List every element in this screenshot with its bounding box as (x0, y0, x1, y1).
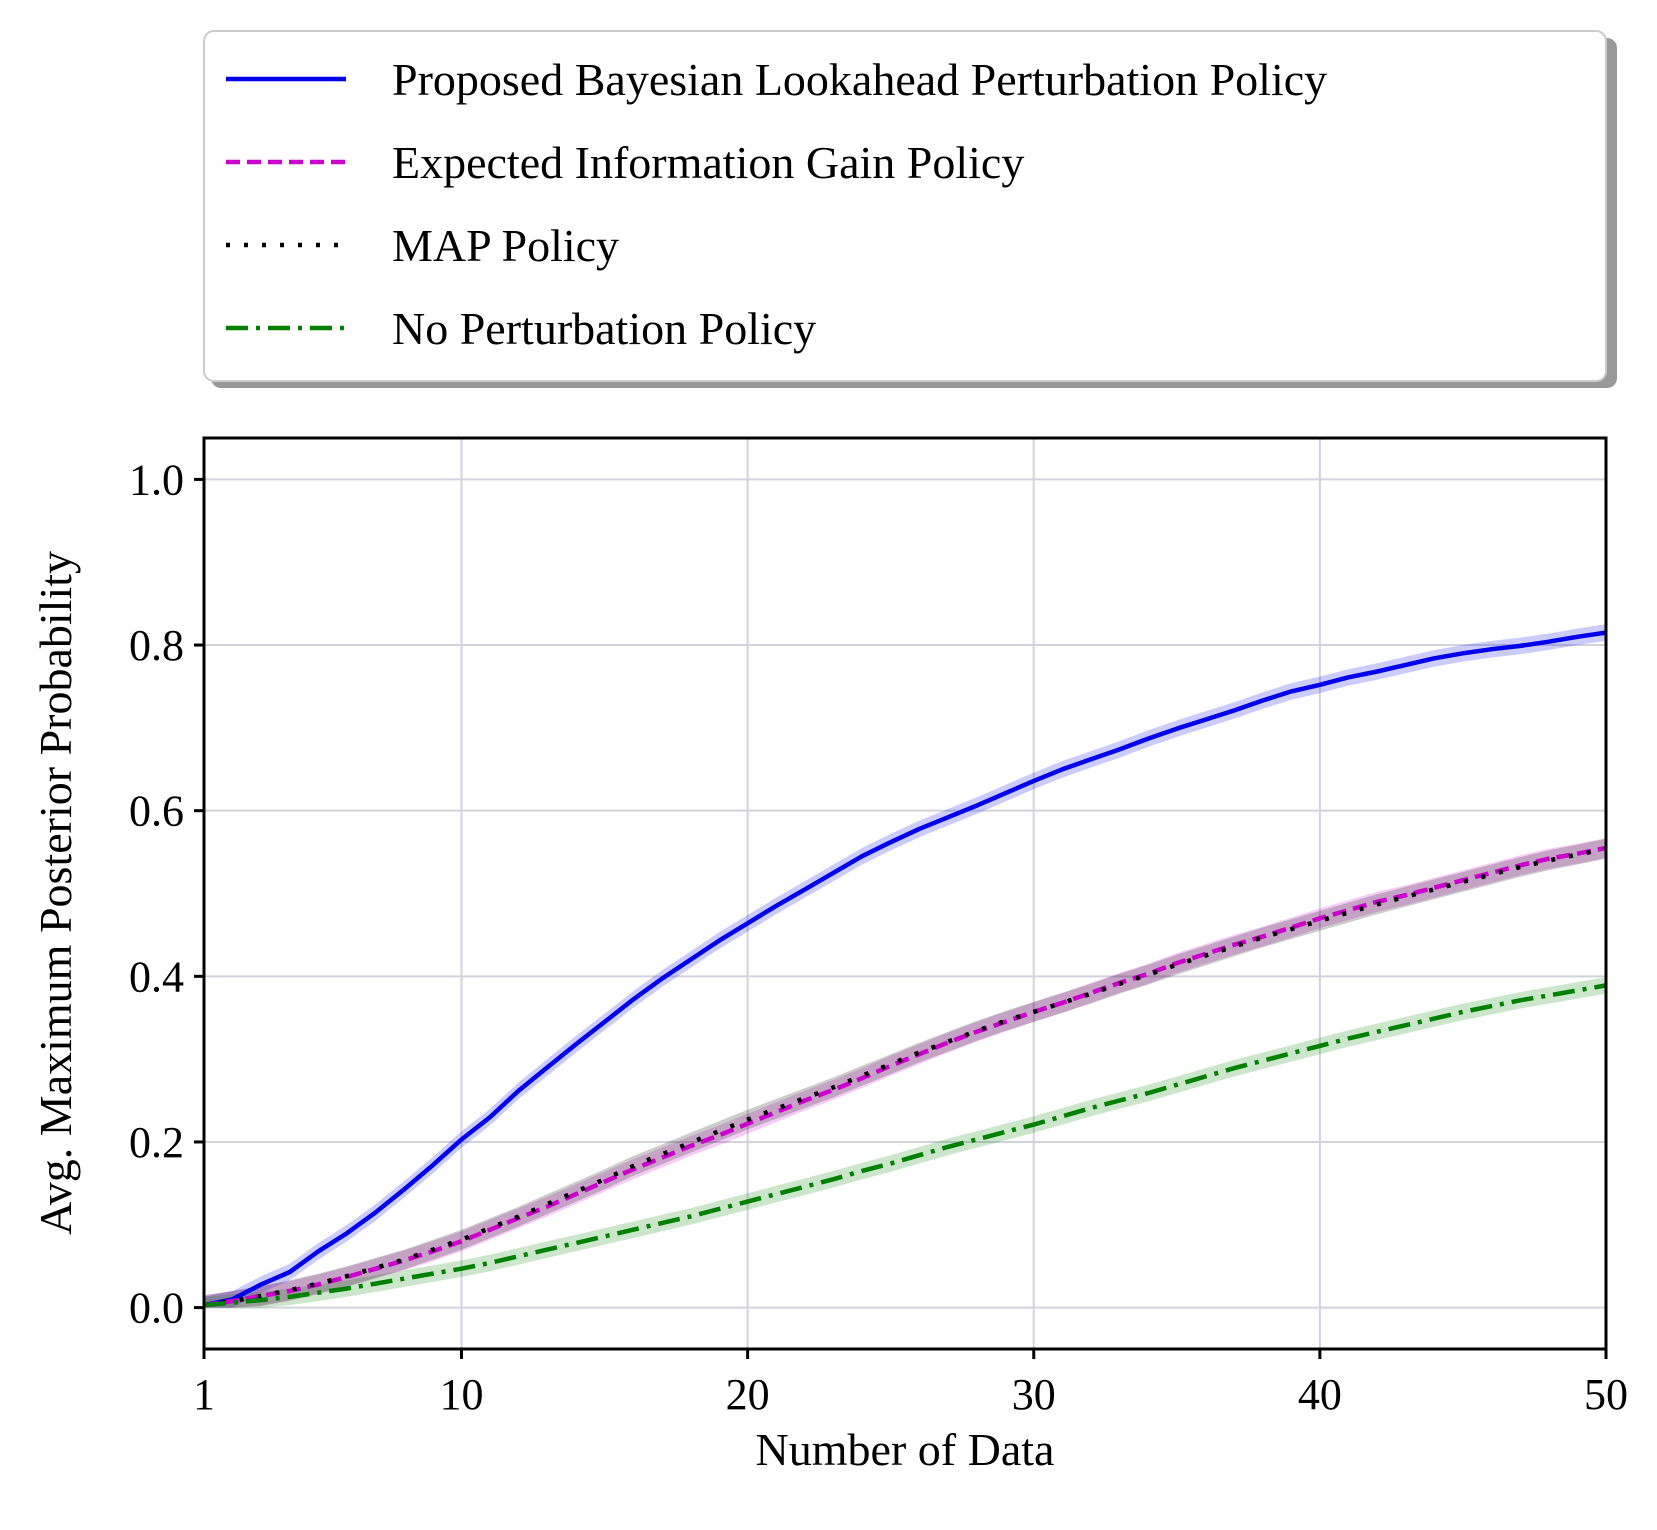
x-tick-label: 40 (1298, 1370, 1342, 1419)
x-tick-label: 20 (726, 1370, 770, 1419)
grid (204, 438, 1606, 1349)
line-series-1 (203, 845, 1607, 1308)
x-tick-label: 50 (1584, 1370, 1628, 1419)
series-lines (203, 630, 1607, 1308)
legend-label-1: Expected Information Gain Policy (392, 137, 1024, 188)
y-tick-label: 0.2 (129, 1118, 184, 1167)
band-series-0 (204, 624, 1606, 1308)
x-tick-label: 30 (1012, 1370, 1056, 1419)
line-series-2 (203, 846, 1607, 1308)
y-tick-label: 0.4 (129, 952, 184, 1001)
line-series-3 (203, 983, 1607, 1308)
band-series-1 (204, 838, 1606, 1308)
legend-label-2: MAP Policy (392, 220, 619, 271)
x-axis-title: Number of Data (756, 1424, 1055, 1475)
legend-box (203, 30, 1607, 382)
y-tick-label: 0.8 (129, 621, 184, 670)
legend-label-0: Proposed Bayesian Lookahead Perturbation… (392, 54, 1327, 105)
legend-label-3: No Perturbation Policy (392, 303, 816, 354)
y-tick-label: 0.0 (129, 1284, 184, 1333)
y-tick-label: 1.0 (129, 455, 184, 504)
legend: Proposed Bayesian Lookahead Perturbation… (203, 30, 1617, 388)
x-tick-label: 1 (193, 1370, 215, 1419)
band-series-3 (204, 977, 1606, 1308)
legend-items: Proposed Bayesian Lookahead Perturbation… (226, 54, 1327, 354)
plot-frame (202, 436, 1608, 1351)
axis-ticks: 1 10 20 30 40 50 0.0 0.2 0.4 0.6 0.8 1.0 (129, 455, 1628, 1419)
x-tick-label: 10 (440, 1370, 484, 1419)
line-series-0 (203, 630, 1607, 1308)
band-series-2 (204, 838, 1606, 1308)
y-tick-label: 0.6 (129, 787, 184, 836)
y-axis-title: Avg. Maximum Posterior Probability (30, 551, 81, 1235)
confidence-bands (204, 624, 1606, 1308)
